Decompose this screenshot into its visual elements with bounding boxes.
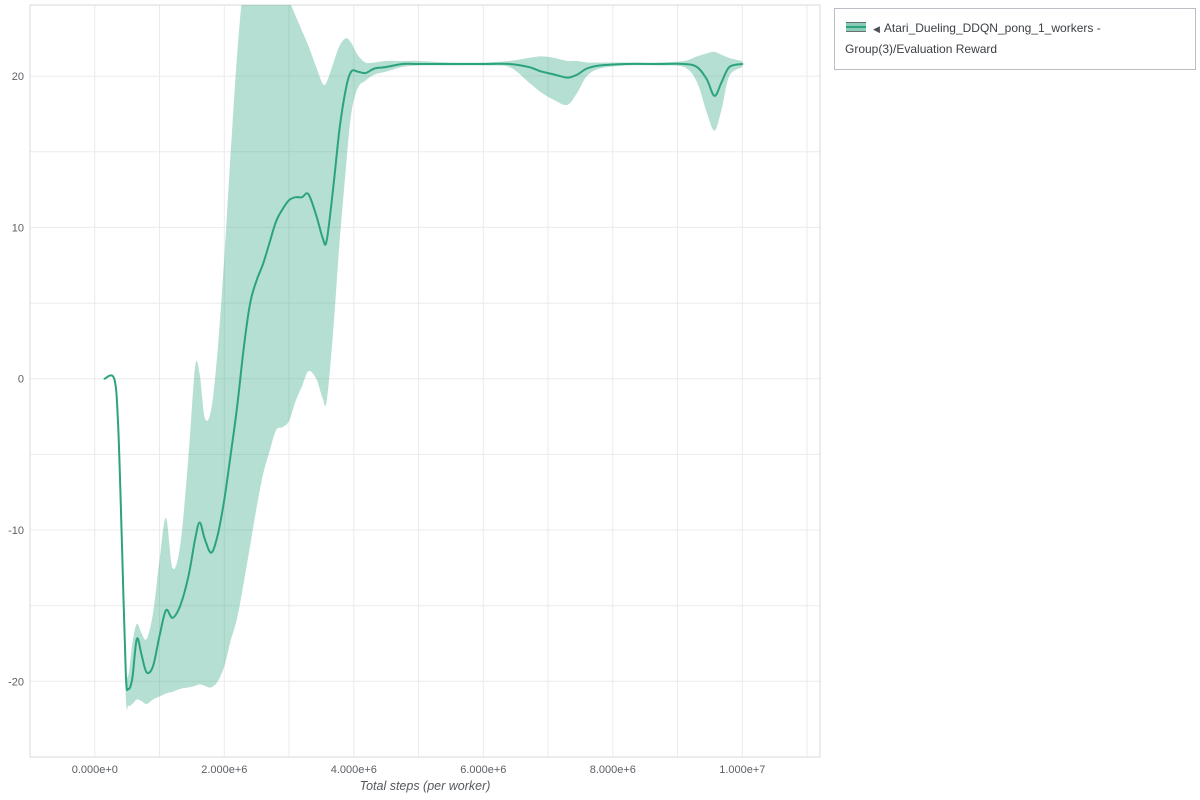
mean-line: [103, 62, 744, 692]
confidence-band: [104, 5, 743, 710]
x-tick-label: 8.000e+6: [590, 764, 636, 776]
legend-series-label[interactable]: Atari_Dueling_DDQN_pong_1_workers - Grou…: [845, 21, 1101, 56]
y-tick-label: 0: [18, 374, 24, 386]
x-axis-title: Total steps (per worker): [360, 779, 491, 793]
legend[interactable]: ◀ Atari_Dueling_DDQN_pong_1_workers - Gro…: [834, 8, 1196, 70]
legend-swatch-icon: [846, 22, 866, 32]
grid-layer: [29, 4, 821, 758]
axis-layer: 0.000e+0 2.000e+6 4.000e+6 6.000e+6 8.000e+6…: [8, 71, 765, 776]
legend-collapse-icon[interactable]: ◀: [873, 24, 880, 34]
x-tick-label: 6.000e+6: [460, 764, 506, 776]
y-tick-label: -20: [8, 676, 24, 688]
x-tick-label: 4.000e+6: [331, 764, 377, 776]
y-tick-label: -10: [8, 525, 24, 537]
x-tick-label: 2.000e+6: [201, 764, 247, 776]
plot-border: [29, 4, 821, 758]
x-tick-label: 0.000e+0: [72, 764, 118, 776]
y-tick-label: 10: [12, 222, 24, 234]
series-layer: [103, 5, 744, 710]
y-tick-label: 20: [12, 71, 24, 83]
x-tick-label: 1.000e+7: [719, 764, 765, 776]
